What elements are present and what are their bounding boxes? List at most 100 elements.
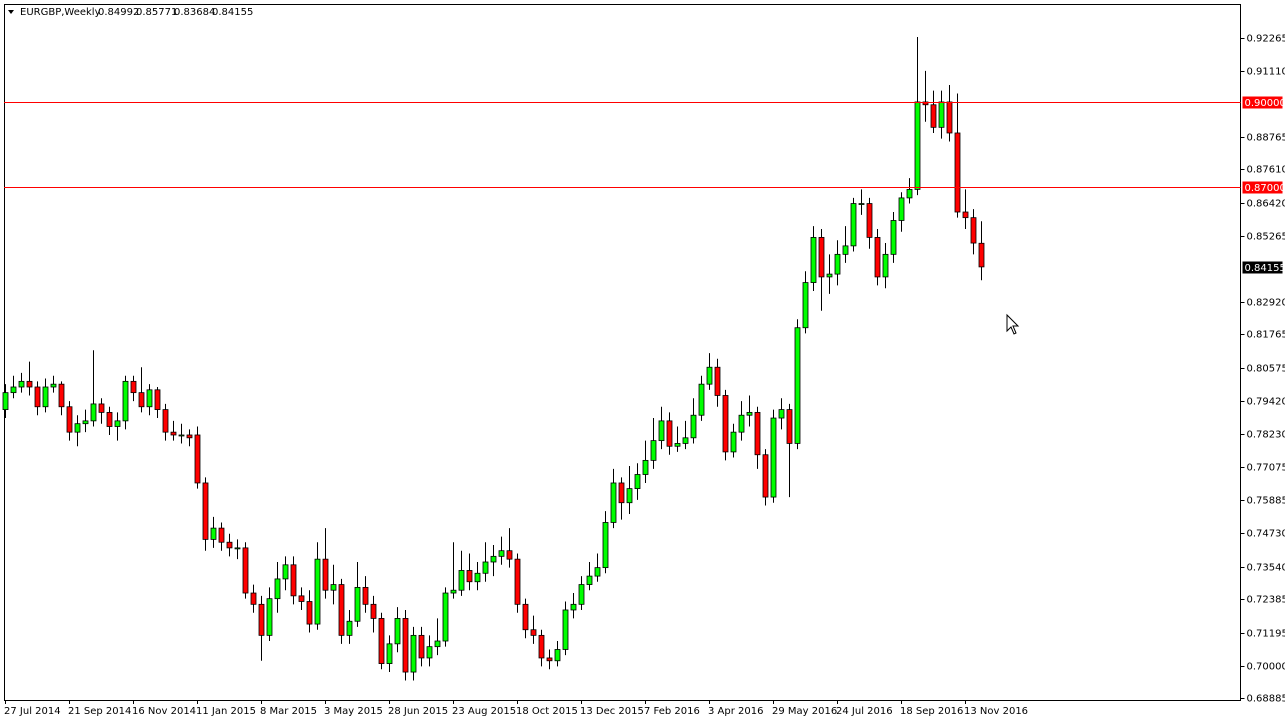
candle-body xyxy=(66,406,73,433)
y-tick-label: 0.75885 xyxy=(1247,496,1285,507)
y-tick-label: 0.74730 xyxy=(1247,529,1285,540)
x-tick-label: 18 Sep 2016 xyxy=(900,706,963,717)
candle-body xyxy=(538,634,545,659)
candle-body xyxy=(82,420,89,425)
candle-body xyxy=(906,189,913,199)
candle-body xyxy=(18,380,25,388)
candle-body xyxy=(930,104,937,128)
candle-body xyxy=(834,253,841,275)
candle-body xyxy=(106,411,113,427)
candle-body xyxy=(466,570,473,583)
candle-body xyxy=(842,245,849,255)
candle-body xyxy=(58,383,65,408)
candle-body xyxy=(194,434,201,484)
y-tick-label: 0.85265 xyxy=(1247,232,1285,243)
candle-body xyxy=(922,101,929,106)
y-tick-label: 0.79420 xyxy=(1247,397,1285,408)
candle-body xyxy=(706,366,713,385)
candle-body xyxy=(698,383,705,416)
candle-body xyxy=(786,409,793,444)
candle-body xyxy=(482,561,489,574)
header-low: 0.83684 xyxy=(174,7,215,18)
candle-body xyxy=(378,618,385,664)
candle-body xyxy=(530,629,537,636)
candle-body xyxy=(10,386,17,394)
candle-body xyxy=(290,564,297,597)
x-tick-label: 3 Apr 2016 xyxy=(708,706,763,717)
x-tick-label: 23 Aug 2015 xyxy=(452,706,516,717)
candle-body xyxy=(546,657,553,662)
candle-body xyxy=(626,488,633,504)
x-tick-label: 24 Jul 2016 xyxy=(836,706,893,717)
candle-body xyxy=(666,420,673,447)
candle-body xyxy=(506,550,513,560)
y-tick-label: 0.78230 xyxy=(1247,430,1285,441)
candle-body xyxy=(762,454,769,498)
candle-body xyxy=(138,392,145,408)
candle-body xyxy=(234,547,241,550)
plot-frame xyxy=(4,4,1241,701)
candle-body xyxy=(826,273,833,278)
candle-body xyxy=(554,649,561,662)
candle-body xyxy=(338,584,345,636)
y-tick-label: 0.77075 xyxy=(1247,463,1285,474)
candle-body xyxy=(434,640,441,648)
candle-body xyxy=(266,598,273,636)
level-label: 0.87000 xyxy=(1245,183,1285,194)
candle-body xyxy=(426,646,433,659)
current-price: 0.84155 xyxy=(1245,263,1285,274)
x-tick-label: 27 Jul 2014 xyxy=(4,706,61,717)
y-tick-label: 0.82920 xyxy=(1247,298,1285,309)
menu-arrow[interactable] xyxy=(8,10,14,14)
level-label: 0.90000 xyxy=(1245,98,1285,109)
y-tick-label: 0.73540 xyxy=(1247,563,1285,574)
header-close: 0.84155 xyxy=(212,7,253,18)
candle-body xyxy=(162,409,169,433)
candle-body xyxy=(946,101,953,134)
y-tick-label: 0.87610 xyxy=(1247,165,1285,176)
candle-body xyxy=(682,437,689,444)
candle-body xyxy=(122,380,129,422)
candle-body xyxy=(418,634,425,659)
x-tick-label: 11 Jan 2015 xyxy=(196,706,256,717)
candle-body xyxy=(522,603,529,631)
candle-body xyxy=(242,547,249,594)
candle-body xyxy=(602,522,609,569)
candle-body xyxy=(962,211,969,219)
candle-body xyxy=(442,592,449,642)
candle-body xyxy=(178,434,185,437)
x-tick-label: 21 Sep 2014 xyxy=(68,706,131,717)
candle-body xyxy=(650,440,657,461)
level-label-box xyxy=(1242,96,1283,109)
candle-body xyxy=(306,601,313,625)
candle-body xyxy=(818,237,825,278)
candle-body xyxy=(346,620,353,636)
candle-body xyxy=(90,403,97,422)
candle-body xyxy=(874,237,881,278)
candle-body xyxy=(594,567,601,577)
candle-body xyxy=(226,541,233,549)
candle-body xyxy=(490,555,497,563)
candle-body xyxy=(50,383,57,388)
candle-body xyxy=(954,132,961,213)
x-tick-label: 16 Nov 2014 xyxy=(132,706,196,717)
candle-body xyxy=(458,570,465,591)
candle-body xyxy=(866,203,873,238)
candle-body xyxy=(154,389,161,410)
candle-body xyxy=(250,592,257,605)
header-high: 0.85771 xyxy=(136,7,177,18)
candle-body xyxy=(402,618,409,673)
candle-body xyxy=(314,558,321,625)
candle-body xyxy=(362,586,369,605)
mouse-cursor xyxy=(1006,313,1020,335)
x-tick-label: 29 May 2016 xyxy=(772,706,837,717)
candle-body xyxy=(170,431,177,436)
candle-body xyxy=(794,327,801,444)
x-tick-label: 28 Jun 2015 xyxy=(388,706,448,717)
candle-body xyxy=(186,434,193,439)
candle-body xyxy=(498,550,505,557)
y-tick-label: 0.92265 xyxy=(1247,34,1285,45)
candle-body xyxy=(690,414,697,439)
